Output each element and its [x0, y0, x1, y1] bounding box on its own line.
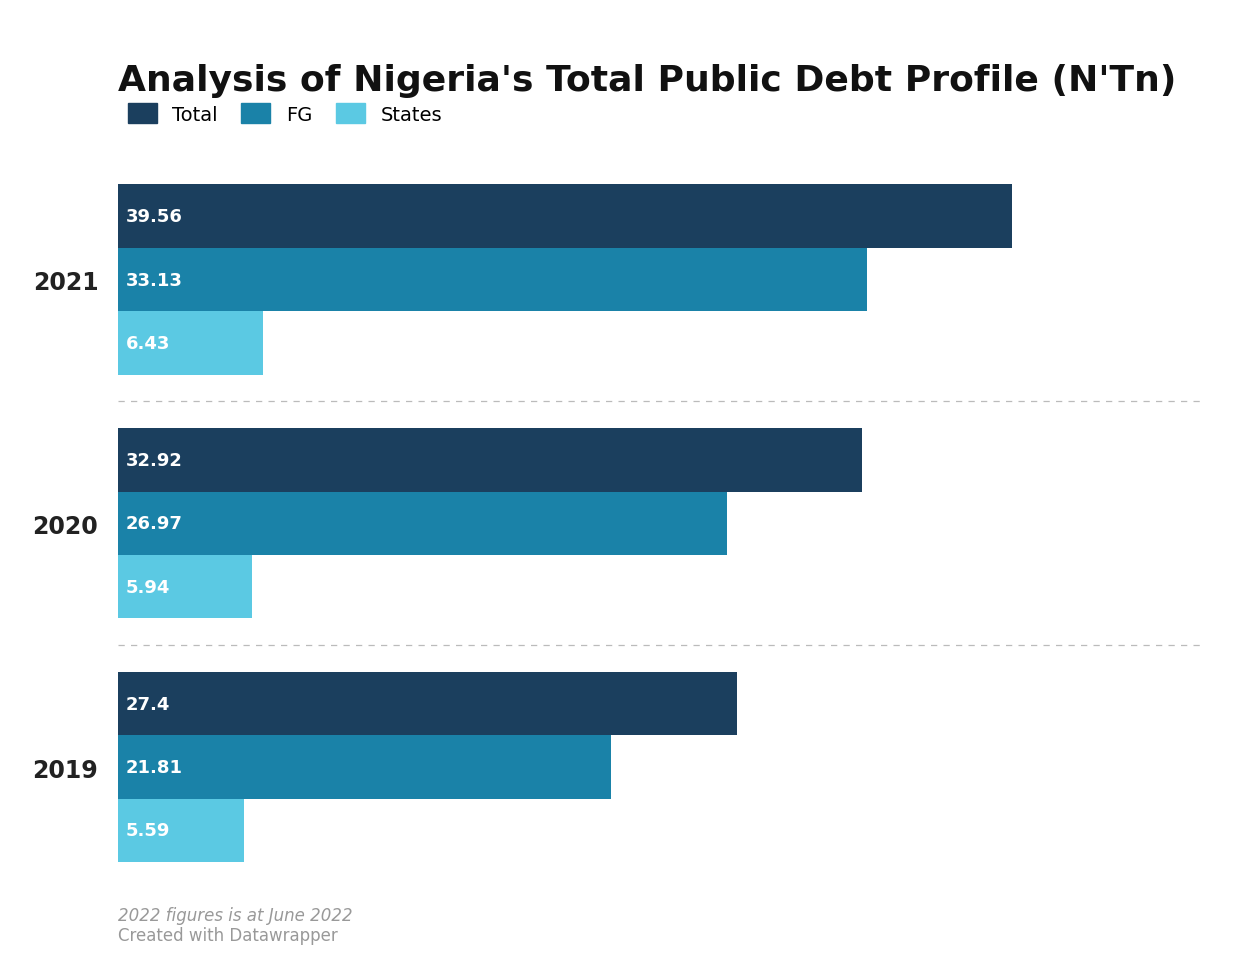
Text: 39.56: 39.56 [125, 208, 182, 226]
Bar [118, 0, 1086, 5]
Text: 27.4: 27.4 [125, 695, 170, 713]
Bar [118, 735, 611, 799]
Bar [118, 249, 867, 312]
Text: 33.13: 33.13 [125, 271, 182, 289]
Bar [118, 312, 263, 375]
Bar [118, 799, 244, 862]
Bar [118, 916, 670, 961]
Text: 24.39: 24.39 [125, 939, 182, 956]
Bar [118, 68, 280, 132]
Text: 5.94: 5.94 [125, 579, 170, 596]
Bar [118, 5, 924, 68]
Text: 6.43: 6.43 [125, 334, 170, 353]
Text: 21.81: 21.81 [125, 758, 182, 776]
Text: 32.92: 32.92 [125, 452, 182, 469]
Text: 2022 figures is at June 2022: 2022 figures is at June 2022 [118, 906, 352, 924]
Bar [118, 492, 728, 555]
Text: 26.97: 26.97 [125, 515, 182, 532]
Text: 5.59: 5.59 [125, 822, 170, 840]
Bar [118, 185, 1012, 249]
Bar [118, 429, 862, 492]
Bar [118, 673, 737, 735]
Legend: Total, FG, States: Total, FG, States [128, 105, 441, 125]
Text: 7.17: 7.17 [125, 91, 170, 109]
Text: Analysis of Nigeria's Total Public Debt Profile (N'Tn): Analysis of Nigeria's Total Public Debt … [118, 64, 1177, 98]
Text: 35.67: 35.67 [125, 28, 182, 46]
Text: Created with Datawrapper: Created with Datawrapper [118, 925, 337, 944]
Bar [118, 555, 252, 619]
